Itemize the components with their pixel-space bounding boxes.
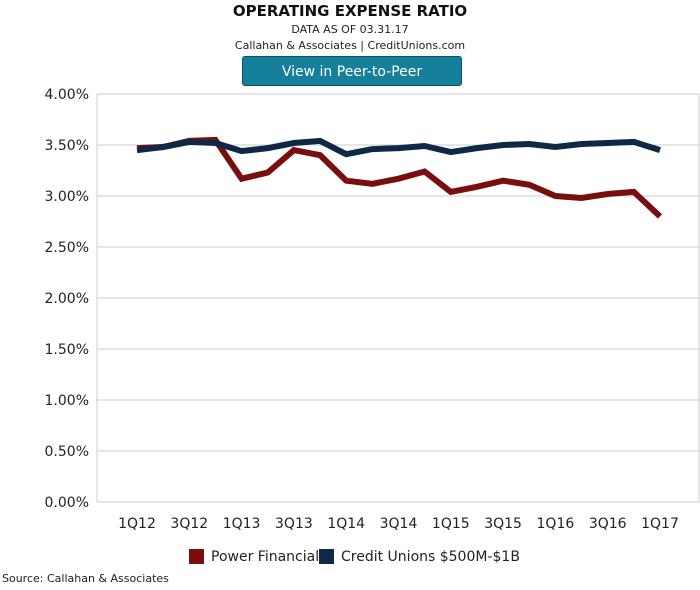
y-tick-label: 2.00% — [45, 291, 89, 307]
legend-swatch-0 — [189, 549, 204, 564]
x-tick-label: 3Q16 — [589, 516, 627, 532]
x-tick-label: 3Q15 — [484, 516, 522, 532]
credit-line: Callahan & Associates | CreditUnions.com — [234, 39, 466, 52]
y-tick-label: 3.00% — [45, 189, 89, 205]
legend-label: Power Financial — [211, 549, 319, 565]
series-line-power-financial — [136, 136, 663, 219]
x-tick-label: 1Q15 — [432, 516, 470, 532]
data-date-label: DATA AS OF 03.31.17 — [291, 23, 409, 36]
x-tick-label: 1Q13 — [223, 516, 261, 532]
line-chart: 0.00% 0.50% 1.00% 1.50% 2.00% 2.50% 3.00% 3.50%… — [45, 87, 700, 565]
y-tick-label: 0.00% — [45, 495, 89, 511]
legend-label: Credit Unions $500M-$1B — [341, 549, 520, 565]
x-tick-label: 3Q14 — [380, 516, 418, 532]
y-tick-label: 4.00% — [45, 87, 89, 103]
chart-title: OPERATING EXPENSE RATIO — [232, 2, 468, 20]
x-tick-label: 1Q16 — [537, 516, 575, 532]
view-in-peer-to-peer-button[interactable]: View in Peer-to-Peer — [242, 56, 462, 86]
legend-swatch-1 — [319, 549, 334, 564]
x-tick-label: 1Q14 — [327, 516, 365, 532]
x-tick-label: 3Q12 — [170, 516, 208, 532]
source-note: Source: Callahan & Associates — [2, 572, 169, 585]
x-tick-label: 1Q12 — [118, 516, 156, 532]
series-line-credit-unions-500m-1b — [136, 137, 661, 158]
y-tick-label: 1.00% — [45, 393, 89, 409]
x-tick-label: 1Q17 — [641, 516, 679, 532]
y-tick-label: 3.50% — [45, 138, 89, 154]
y-tick-label: 1.50% — [45, 342, 89, 358]
y-tick-label: 2.50% — [45, 240, 89, 256]
y-tick-label: 0.50% — [45, 444, 89, 460]
x-tick-label: 3Q13 — [275, 516, 313, 532]
